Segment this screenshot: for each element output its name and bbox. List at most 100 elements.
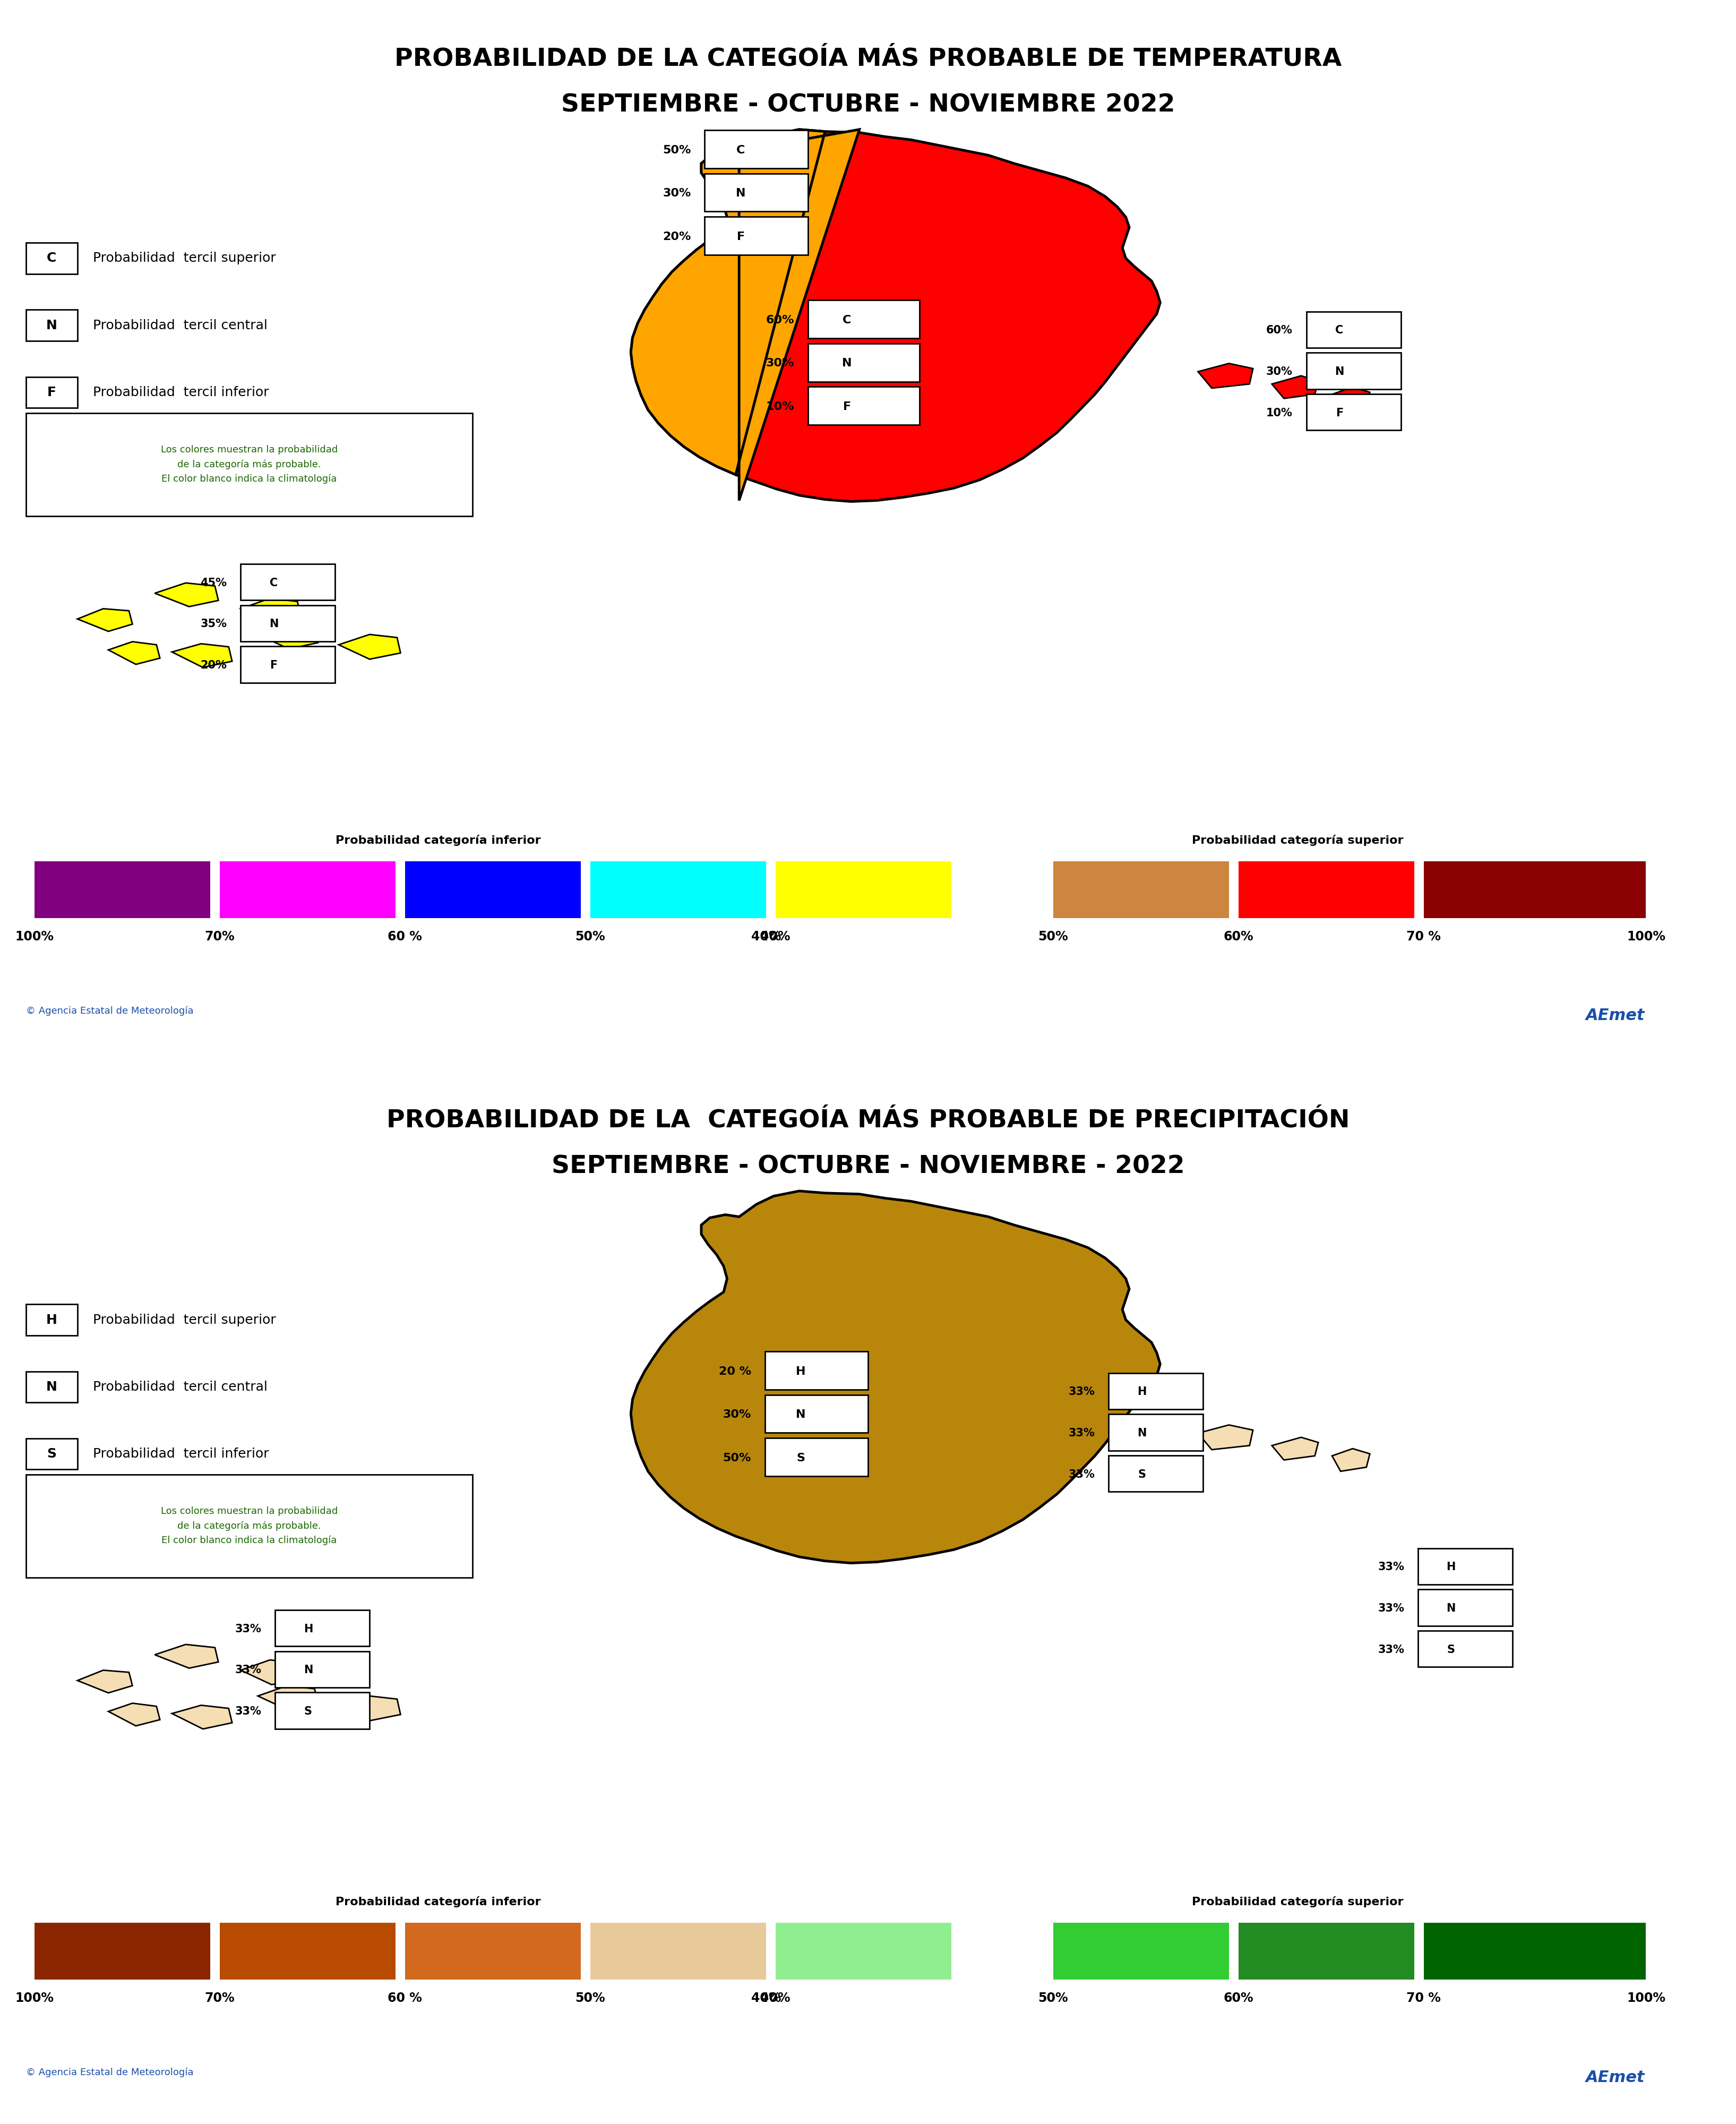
FancyBboxPatch shape	[26, 1304, 78, 1336]
FancyBboxPatch shape	[1305, 393, 1401, 431]
FancyBboxPatch shape	[807, 387, 920, 425]
Bar	[1238, 860, 1415, 918]
Text: H: H	[797, 1366, 806, 1376]
Text: 40%: 40%	[752, 1992, 781, 2005]
Text: 10%: 10%	[766, 401, 793, 412]
Text: 33%: 33%	[234, 1623, 262, 1633]
Polygon shape	[108, 641, 160, 665]
Bar	[590, 860, 766, 918]
Text: 20%: 20%	[663, 232, 691, 242]
Text: Probabilidad categoría inferior: Probabilidad categoría inferior	[335, 1897, 542, 1907]
Text: N: N	[47, 319, 57, 331]
Text: 50%: 50%	[1038, 930, 1068, 943]
FancyBboxPatch shape	[274, 1650, 370, 1689]
Polygon shape	[1198, 1425, 1253, 1451]
Text: 70%: 70%	[205, 930, 234, 943]
Text: 70%: 70%	[205, 1992, 234, 2005]
Text: 60 %: 60 %	[387, 930, 422, 943]
Text: 50%: 50%	[1038, 1992, 1068, 2005]
Text: H: H	[47, 1313, 57, 1325]
FancyBboxPatch shape	[26, 310, 78, 340]
Text: Probabilidad categoría superior: Probabilidad categoría superior	[1193, 1897, 1403, 1907]
Text: 30%: 30%	[722, 1410, 752, 1421]
FancyBboxPatch shape	[1109, 1455, 1203, 1491]
Text: 70 %: 70 %	[1406, 1992, 1441, 2005]
Text: N: N	[736, 189, 746, 200]
Text: F: F	[844, 401, 851, 412]
Polygon shape	[1272, 376, 1318, 399]
Polygon shape	[259, 1686, 318, 1710]
Text: Probabilidad categoría superior: Probabilidad categoría superior	[1193, 835, 1403, 845]
Text: 50%: 50%	[575, 930, 606, 943]
FancyBboxPatch shape	[1305, 312, 1401, 348]
Text: H: H	[1446, 1561, 1457, 1572]
FancyBboxPatch shape	[26, 1474, 472, 1578]
Text: 33%: 33%	[1378, 1604, 1404, 1614]
FancyBboxPatch shape	[1418, 1548, 1512, 1585]
FancyBboxPatch shape	[1418, 1631, 1512, 1667]
Text: F: F	[271, 661, 278, 671]
Polygon shape	[241, 599, 300, 622]
Bar	[1238, 1922, 1415, 1980]
Text: 20%: 20%	[200, 661, 227, 671]
Polygon shape	[1272, 1438, 1318, 1459]
Bar	[1054, 1922, 1229, 1980]
Text: N: N	[1446, 1604, 1457, 1614]
FancyBboxPatch shape	[705, 130, 807, 168]
Polygon shape	[630, 130, 859, 501]
Text: 60%: 60%	[1224, 930, 1253, 943]
Text: 33%: 33%	[1068, 1470, 1095, 1480]
Text: C: C	[1335, 325, 1344, 336]
Text: Probabilidad categoría inferior: Probabilidad categoría inferior	[335, 835, 542, 845]
Polygon shape	[259, 624, 318, 650]
FancyBboxPatch shape	[274, 1610, 370, 1646]
Bar	[220, 860, 396, 918]
FancyBboxPatch shape	[241, 605, 335, 641]
Text: 40%: 40%	[760, 1992, 790, 2005]
Text: H: H	[1137, 1387, 1146, 1398]
Text: S: S	[47, 1446, 57, 1459]
Text: 100%: 100%	[16, 930, 54, 943]
Text: 60%: 60%	[766, 314, 793, 325]
Text: 100%: 100%	[16, 1992, 54, 2005]
Text: 33%: 33%	[1068, 1427, 1095, 1438]
Text: 33%: 33%	[1068, 1387, 1095, 1398]
Bar	[1424, 860, 1646, 918]
Text: 45%: 45%	[200, 578, 227, 588]
Bar	[776, 860, 951, 918]
Text: 30%: 30%	[766, 359, 793, 370]
Text: AEmet: AEmet	[1587, 1009, 1646, 1024]
Bar	[776, 1922, 951, 1980]
Polygon shape	[155, 582, 219, 607]
Text: 33%: 33%	[1378, 1561, 1404, 1572]
Polygon shape	[339, 1695, 401, 1720]
Polygon shape	[1198, 363, 1253, 389]
FancyBboxPatch shape	[274, 1693, 370, 1729]
Text: 30%: 30%	[663, 189, 691, 200]
Text: Los colores muestran la probabilidad
de la categoría más probable.
El color blan: Los colores muestran la probabilidad de …	[161, 446, 339, 484]
Text: 10%: 10%	[1266, 408, 1293, 418]
Text: S: S	[797, 1453, 806, 1463]
Bar	[404, 1922, 582, 1980]
Text: N: N	[797, 1410, 806, 1421]
Text: 60 %: 60 %	[387, 1992, 422, 2005]
Text: 40%: 40%	[752, 930, 781, 943]
Text: N: N	[842, 359, 852, 370]
Text: 50%: 50%	[575, 1992, 606, 2005]
Text: F: F	[736, 232, 745, 242]
Text: F: F	[1335, 408, 1344, 418]
Text: 70 %: 70 %	[1406, 930, 1441, 943]
Text: S: S	[1137, 1470, 1146, 1480]
FancyBboxPatch shape	[26, 376, 78, 408]
Polygon shape	[339, 635, 401, 658]
Text: AEmet: AEmet	[1587, 2069, 1646, 2086]
Bar	[35, 860, 210, 918]
FancyBboxPatch shape	[26, 412, 472, 516]
Text: PROBABILIDAD DE LA  CATEGOÍA MÁS PROBABLE DE PRECIPITACIÓN: PROBABILIDAD DE LA CATEGOÍA MÁS PROBABLE…	[387, 1109, 1349, 1132]
Text: Probabilidad  tercil superior: Probabilidad tercil superior	[94, 253, 276, 266]
FancyBboxPatch shape	[26, 242, 78, 274]
Bar	[590, 1922, 766, 1980]
Text: C: C	[269, 578, 278, 588]
Text: C: C	[47, 253, 57, 266]
Polygon shape	[172, 1706, 233, 1729]
